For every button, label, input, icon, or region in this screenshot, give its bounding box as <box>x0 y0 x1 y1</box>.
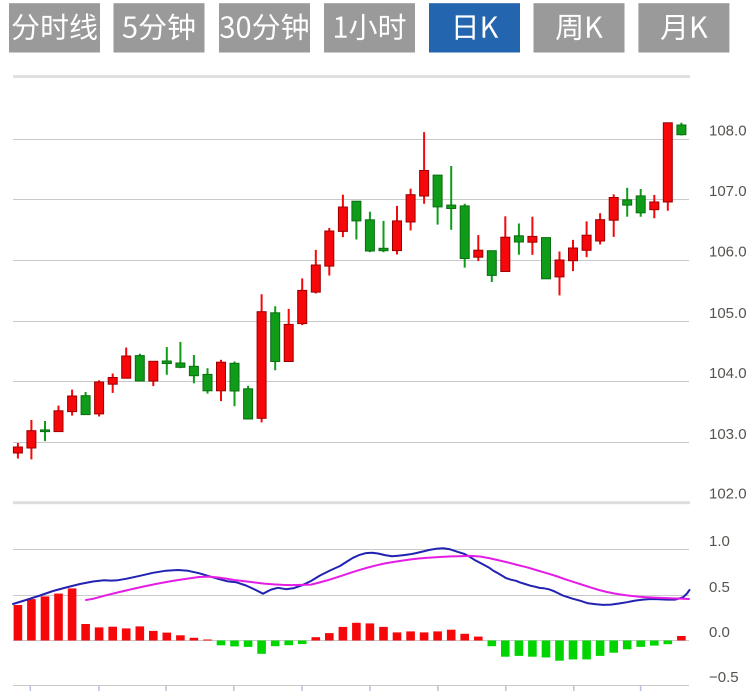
svg-text:1.0: 1.0 <box>709 533 730 550</box>
svg-text:103.0: 103.0 <box>709 426 747 443</box>
svg-text:104.0: 104.0 <box>709 365 747 382</box>
svg-text:108.0: 108.0 <box>709 123 747 140</box>
svg-text:0.0: 0.0 <box>709 624 730 641</box>
svg-text:106.0: 106.0 <box>709 244 747 261</box>
svg-text:102.0: 102.0 <box>709 486 747 503</box>
svg-text:107.0: 107.0 <box>709 183 747 200</box>
svg-text:105.0: 105.0 <box>709 305 747 322</box>
svg-text:0.5: 0.5 <box>709 579 730 596</box>
svg-text:−0.5: −0.5 <box>709 669 739 686</box>
